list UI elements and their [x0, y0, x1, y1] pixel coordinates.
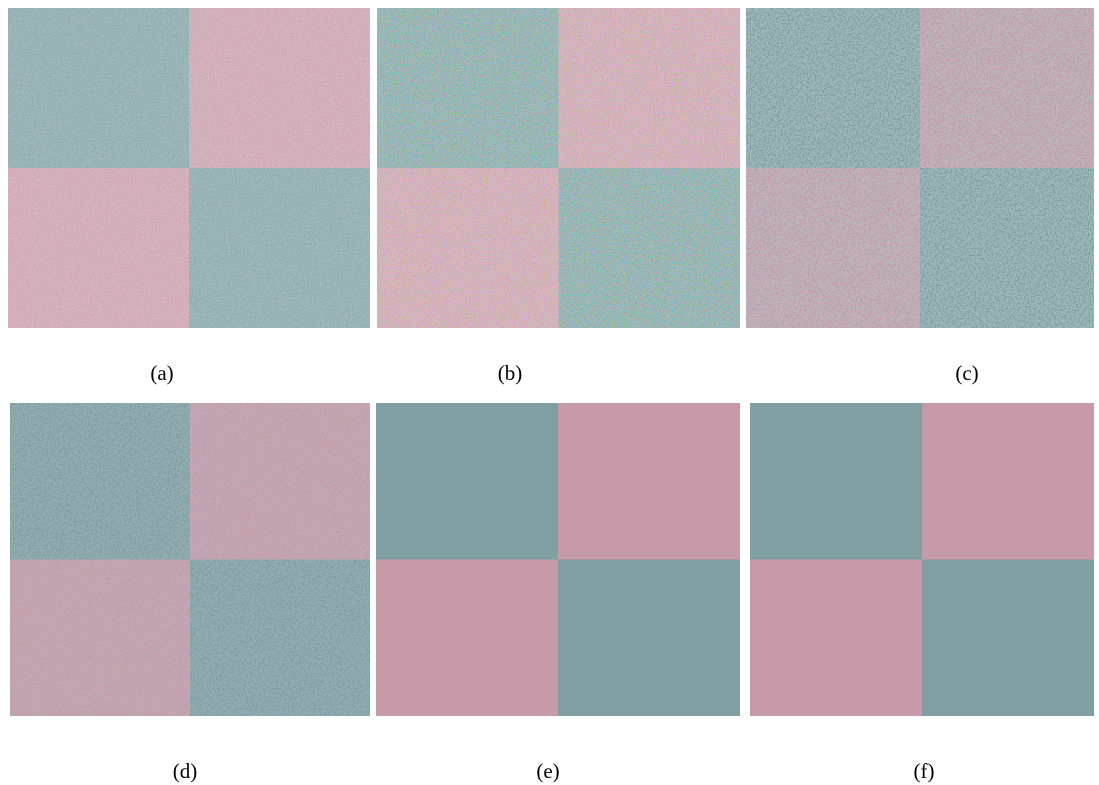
texture-region — [922, 403, 1094, 560]
panel-image — [750, 403, 1094, 716]
panel-image — [746, 8, 1094, 328]
figure: (a) (b) (c) (d) (e) (f) — [0, 0, 1099, 785]
panel-label: (b) — [498, 361, 523, 385]
texture-noise — [746, 8, 1094, 328]
panel-label: (d) — [173, 759, 198, 783]
texture-region — [376, 560, 558, 717]
panel-label: (f) — [914, 759, 935, 783]
texture-region — [750, 560, 922, 717]
texture-region — [558, 403, 740, 560]
panel-label: (a) — [150, 361, 173, 385]
texture-noise — [8, 8, 370, 328]
texture-region — [922, 560, 1094, 717]
texture-region — [558, 560, 740, 717]
panel-image — [376, 403, 740, 716]
texture-region — [376, 403, 558, 560]
page: (a) (b) (c) (d) (e) (f) (() => { const d… — [0, 0, 1099, 785]
panel-image — [10, 403, 370, 716]
panel-image — [377, 8, 740, 328]
panel-label: (c) — [955, 361, 978, 385]
panel-label: (e) — [536, 759, 559, 783]
texture-noise — [377, 8, 740, 328]
panel-image — [8, 8, 370, 328]
texture-noise — [10, 403, 370, 716]
texture-region — [750, 403, 922, 560]
